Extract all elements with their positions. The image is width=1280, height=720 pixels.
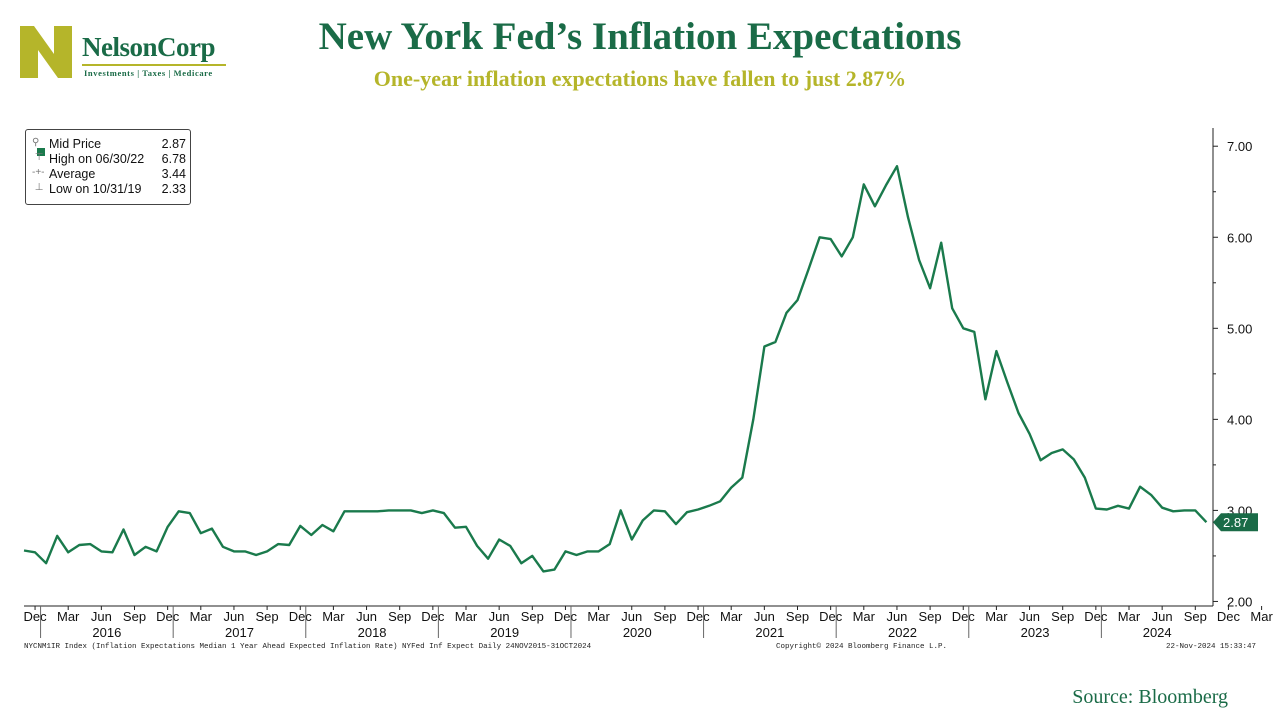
year-label: 2018 bbox=[358, 625, 387, 640]
high-marker-icon: ⊤ bbox=[32, 152, 44, 163]
x-tick-label: Jun bbox=[356, 609, 377, 624]
x-tick-label: Jun bbox=[621, 609, 642, 624]
x-tick-label: Mar bbox=[455, 609, 478, 624]
x-tick-label: Dec bbox=[421, 609, 445, 624]
year-label: 2023 bbox=[1021, 625, 1050, 640]
legend-label: Average bbox=[49, 167, 96, 181]
chart-legend: ⚲ Mid Price 2.87 ⊤ High on 06/30/22 6.78… bbox=[25, 129, 191, 205]
x-tick-label: Dec bbox=[952, 609, 976, 624]
legend-value: 2.33 bbox=[161, 182, 186, 196]
x-tick-label: Sep bbox=[256, 609, 279, 624]
x-tick-label: Mar bbox=[587, 609, 610, 624]
y-tick-label: 5.00 bbox=[1227, 321, 1252, 336]
footer-copyright: Copyright© 2024 Bloomberg Finance L.P. bbox=[776, 642, 947, 651]
x-tick-label: Jun bbox=[1152, 609, 1173, 624]
year-label: 2021 bbox=[755, 625, 784, 640]
footer-index-description: NYCNM1IR Index (Inflation Expectations M… bbox=[24, 643, 592, 651]
footer-timestamp: 22-Nov-2024 15:33:47 bbox=[1166, 643, 1256, 651]
nelsoncorp-logo: NelsonCorp Investments | Taxes | Medicar… bbox=[20, 24, 230, 80]
x-tick-label: Mar bbox=[1250, 609, 1273, 624]
x-tick-label: Jun bbox=[1019, 609, 1040, 624]
year-label: 2024 bbox=[1143, 625, 1172, 640]
logo-divider bbox=[82, 64, 226, 66]
legend-row-high: ⊤ High on 06/30/22 6.78 bbox=[32, 152, 186, 167]
x-tick-label: Dec bbox=[554, 609, 578, 624]
year-label: 2019 bbox=[490, 625, 519, 640]
last-value-badge-shape bbox=[1213, 513, 1258, 532]
year-label: 2020 bbox=[623, 625, 652, 640]
y-tick-label: 6.00 bbox=[1227, 230, 1252, 245]
y-tick-label: 7.00 bbox=[1227, 139, 1252, 154]
y-tick-label: 4.00 bbox=[1227, 412, 1252, 427]
low-marker-icon: ⊥ bbox=[32, 182, 44, 193]
x-tick-label: Sep bbox=[919, 609, 942, 624]
legend-label: High on 06/30/22 bbox=[49, 152, 145, 166]
legend-value: 2.87 bbox=[161, 137, 186, 151]
year-label: 2022 bbox=[888, 625, 917, 640]
x-tick-label: Dec bbox=[1084, 609, 1108, 624]
legend-value: 3.44 bbox=[161, 167, 186, 181]
logo-n-mark-icon bbox=[20, 26, 72, 78]
x-tick-label: Mar bbox=[853, 609, 876, 624]
x-tick-label: Sep bbox=[786, 609, 809, 624]
x-tick-label: Jun bbox=[489, 609, 510, 624]
source-note: Source: Bloomberg bbox=[1072, 686, 1228, 708]
x-tick-label: Jun bbox=[886, 609, 907, 624]
logo-tagline: Investments | Taxes | Medicare bbox=[84, 68, 213, 78]
x-tick-label: Sep bbox=[653, 609, 676, 624]
x-tick-label: Dec bbox=[156, 609, 180, 624]
y-tick-label: 2.00 bbox=[1227, 594, 1252, 609]
last-value-badge: 2.87 bbox=[1213, 513, 1258, 532]
x-tick-label: Mar bbox=[322, 609, 345, 624]
x-tick-label: Sep bbox=[123, 609, 146, 624]
x-tick-label: Jun bbox=[91, 609, 112, 624]
legend-label: Low on 10/31/19 bbox=[49, 182, 142, 196]
year-label: 2016 bbox=[92, 625, 121, 640]
x-tick-label: Mar bbox=[57, 609, 80, 624]
x-tick-label: Mar bbox=[720, 609, 743, 624]
x-tick-label: Dec bbox=[289, 609, 313, 624]
legend-value: 6.78 bbox=[161, 152, 186, 166]
legend-row-low: ⊥ Low on 10/31/19 2.33 bbox=[32, 182, 186, 197]
x-tick-label: Jun bbox=[754, 609, 775, 624]
x-tick-label: Mar bbox=[985, 609, 1008, 624]
last-value-label: 2.87 bbox=[1223, 515, 1248, 530]
inflation-expectations-series-line bbox=[23, 165, 1208, 573]
x-tick-label: Sep bbox=[1051, 609, 1074, 624]
x-tick-label: Mar bbox=[1118, 609, 1141, 624]
page-subtitle: One-year inflation expectations have fal… bbox=[373, 66, 907, 91]
logo-name: NelsonCorp bbox=[82, 32, 216, 62]
legend-row-average: -+- Average 3.44 bbox=[32, 167, 186, 182]
year-label: 2017 bbox=[225, 625, 254, 640]
x-tick-label: Dec bbox=[819, 609, 843, 624]
square-marker-icon: ⚲ bbox=[32, 137, 46, 159]
legend-label: Mid Price bbox=[49, 137, 102, 151]
chart-plot-area: 2.87 bbox=[23, 165, 1258, 573]
x-tick-label: Dec bbox=[686, 609, 710, 624]
x-tick-label: Sep bbox=[388, 609, 411, 624]
page-title: New York Fed’s Inflation Expectations bbox=[318, 15, 962, 58]
x-tick-label: Jun bbox=[223, 609, 244, 624]
x-tick-label: Dec bbox=[1217, 609, 1241, 624]
x-tick-label: Sep bbox=[521, 609, 544, 624]
x-tick-label: Mar bbox=[190, 609, 213, 624]
legend-row-mid-price: ⚲ Mid Price 2.87 bbox=[32, 137, 186, 156]
average-marker-icon: -+- bbox=[32, 167, 45, 178]
x-tick-label: Sep bbox=[1184, 609, 1207, 624]
chart-footer: NYCNM1IR Index (Inflation Expectations M… bbox=[24, 642, 1256, 651]
x-tick-label: Dec bbox=[23, 609, 47, 624]
